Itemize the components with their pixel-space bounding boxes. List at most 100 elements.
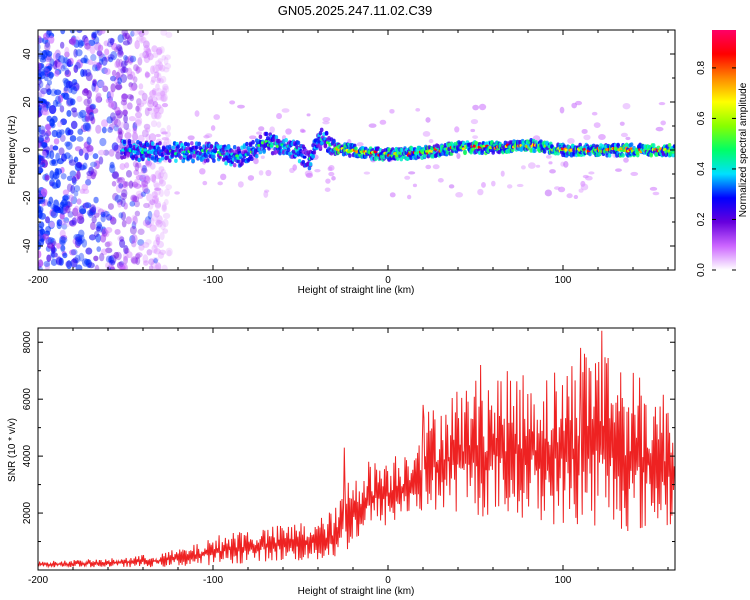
spectrogram-cell	[311, 154, 315, 159]
spectrogram-cell	[563, 160, 569, 168]
spectrogram-cell	[85, 247, 93, 255]
spectrogram-cell	[134, 119, 142, 127]
spectrogram-cell	[407, 194, 412, 200]
spectrogram-cell	[124, 32, 130, 40]
spectrogram-cell	[571, 102, 578, 109]
spectrogram-cell	[181, 158, 186, 164]
spectrogram-cell	[118, 179, 126, 188]
spectrogram-cell	[74, 146, 82, 152]
spectrogram-cell	[588, 151, 592, 157]
spectrogram-cell	[404, 175, 411, 180]
spectrogram-cell	[575, 100, 583, 106]
spectrogram-cell	[71, 107, 77, 113]
spectrogram-cell	[74, 61, 81, 70]
y-tick-label: 4000	[22, 445, 33, 468]
spectrogram-cell	[91, 216, 97, 224]
spectrogram-cell	[548, 161, 553, 165]
spectrogram-cell	[119, 122, 127, 129]
spectrogram-cell	[117, 45, 123, 52]
spectrogram-cell	[76, 198, 82, 205]
spectrogram-cell	[122, 67, 129, 73]
spectrogram-cell	[130, 82, 138, 91]
spectrogram-cell	[133, 183, 142, 189]
spectrogram-cell	[142, 219, 150, 227]
spectrogram-cell	[136, 30, 143, 35]
spectrogram-cell	[147, 210, 153, 220]
spectrogram-cell	[71, 217, 77, 226]
spectrogram-cell	[160, 75, 167, 84]
spectrogram-cell	[213, 114, 221, 120]
spectrogram-cell	[117, 77, 122, 85]
spectrogram-cell	[105, 213, 113, 221]
spectrogram-cell	[60, 30, 66, 35]
spectrogram-cell	[150, 260, 158, 269]
spectrogram-cell	[124, 132, 132, 139]
spectrogram-cell	[470, 118, 479, 125]
spectrogram-cell	[55, 52, 61, 61]
spectrogram-cell	[156, 263, 162, 270]
spectrogram-cell	[107, 54, 115, 60]
spectrogram-cell	[111, 171, 119, 179]
spectrogram-cell	[229, 100, 236, 105]
spectrogram-cell	[585, 175, 593, 181]
spectrogram-cell	[137, 239, 145, 246]
spectrogram-cell	[88, 104, 95, 111]
spectrogram-cell	[135, 174, 144, 181]
x-tick-label: -100	[203, 575, 223, 586]
spectrogram-x-label: Height of straight line (km)	[298, 285, 415, 296]
spectrogram-cell	[109, 164, 116, 174]
spectrogram-cell	[91, 205, 97, 215]
spectrogram-cell	[134, 40, 140, 50]
spectrogram-cell	[84, 42, 91, 50]
spectrogram-cell	[166, 124, 172, 132]
spectrogram-cell	[500, 170, 505, 177]
y-tick-label: -40	[22, 238, 33, 253]
spectrogram-cell	[107, 126, 113, 133]
spectrogram-cell	[157, 58, 163, 64]
spectrogram-cell	[260, 155, 265, 159]
spectrogram-cell	[153, 248, 161, 255]
spectrogram-cell	[153, 105, 160, 114]
spectrogram-cell	[140, 177, 147, 186]
spectrogram-cell	[135, 105, 140, 112]
spectrogram-cell	[297, 158, 302, 164]
spectrogram-cell	[520, 165, 526, 170]
spectrogram-cell	[82, 162, 88, 170]
spectrogram-cell	[93, 84, 99, 93]
spectrogram-cell	[155, 234, 161, 243]
spectrogram-cell	[52, 204, 60, 213]
spectrogram-cell	[44, 49, 50, 56]
spectrogram-cell	[67, 211, 74, 218]
spectrogram-cell	[318, 144, 323, 150]
spectrogram-cell	[115, 84, 123, 90]
spectrogram-cell	[249, 135, 257, 140]
spectrogram-cell	[109, 38, 115, 46]
spectrogram-cell	[117, 34, 124, 43]
spectrogram-cell	[131, 214, 138, 222]
spectrogram-cell	[121, 189, 128, 198]
spectrogram-cell	[49, 221, 55, 228]
spectrogram-cell	[75, 237, 83, 247]
spectrogram-cell	[153, 209, 160, 218]
spectrogram-cell	[82, 69, 88, 77]
spectrogram-cell	[55, 129, 63, 138]
spectrogram-cell	[312, 150, 317, 155]
spectrogram-cell	[143, 175, 151, 184]
spectrogram-cell	[202, 180, 208, 186]
spectrogram-cell	[155, 83, 160, 91]
spectrogram-cell	[136, 150, 140, 156]
spectrogram-cell	[52, 99, 59, 108]
spectrogram-cell	[117, 201, 122, 208]
spectrogram-cell	[121, 182, 128, 192]
spectrogram-cell	[274, 135, 279, 140]
spectrogram-cell	[47, 63, 53, 70]
spectrogram-cell	[122, 180, 128, 189]
spectrogram-cell	[117, 127, 123, 135]
snr-axes: -200 -100 0 100 2000 4000 6000 8000	[22, 328, 675, 586]
spectrogram-cell	[46, 30, 52, 36]
spectrogram-cell	[114, 194, 122, 203]
spectrogram-cell	[70, 184, 75, 194]
spectrogram-cell	[60, 173, 67, 180]
